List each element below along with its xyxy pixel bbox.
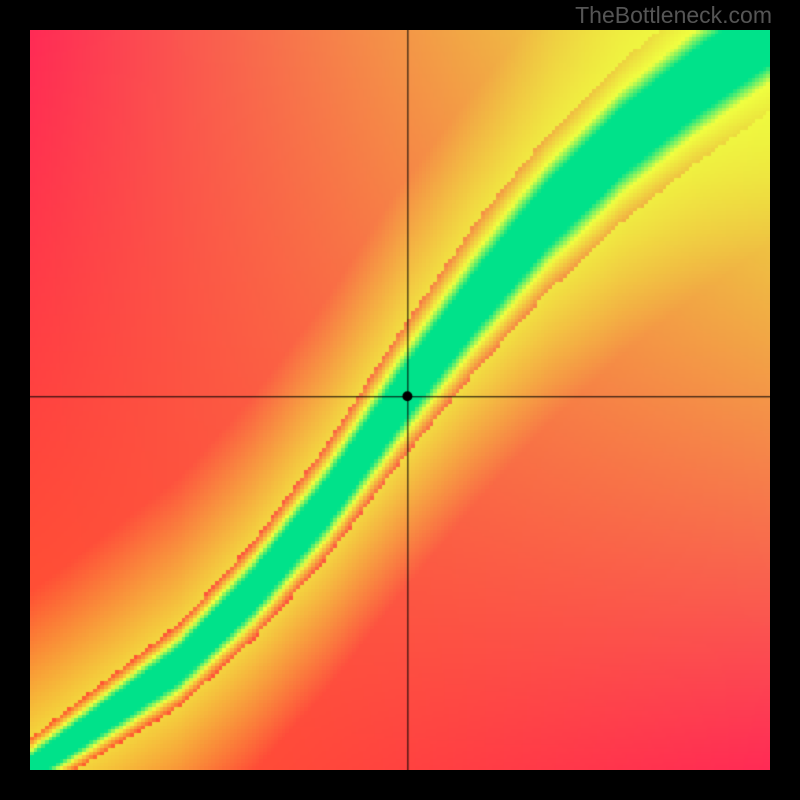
chart-container: TheBottleneck.com	[0, 0, 800, 800]
watermark-text: TheBottleneck.com	[575, 2, 772, 29]
bottleneck-heatmap	[30, 30, 770, 770]
